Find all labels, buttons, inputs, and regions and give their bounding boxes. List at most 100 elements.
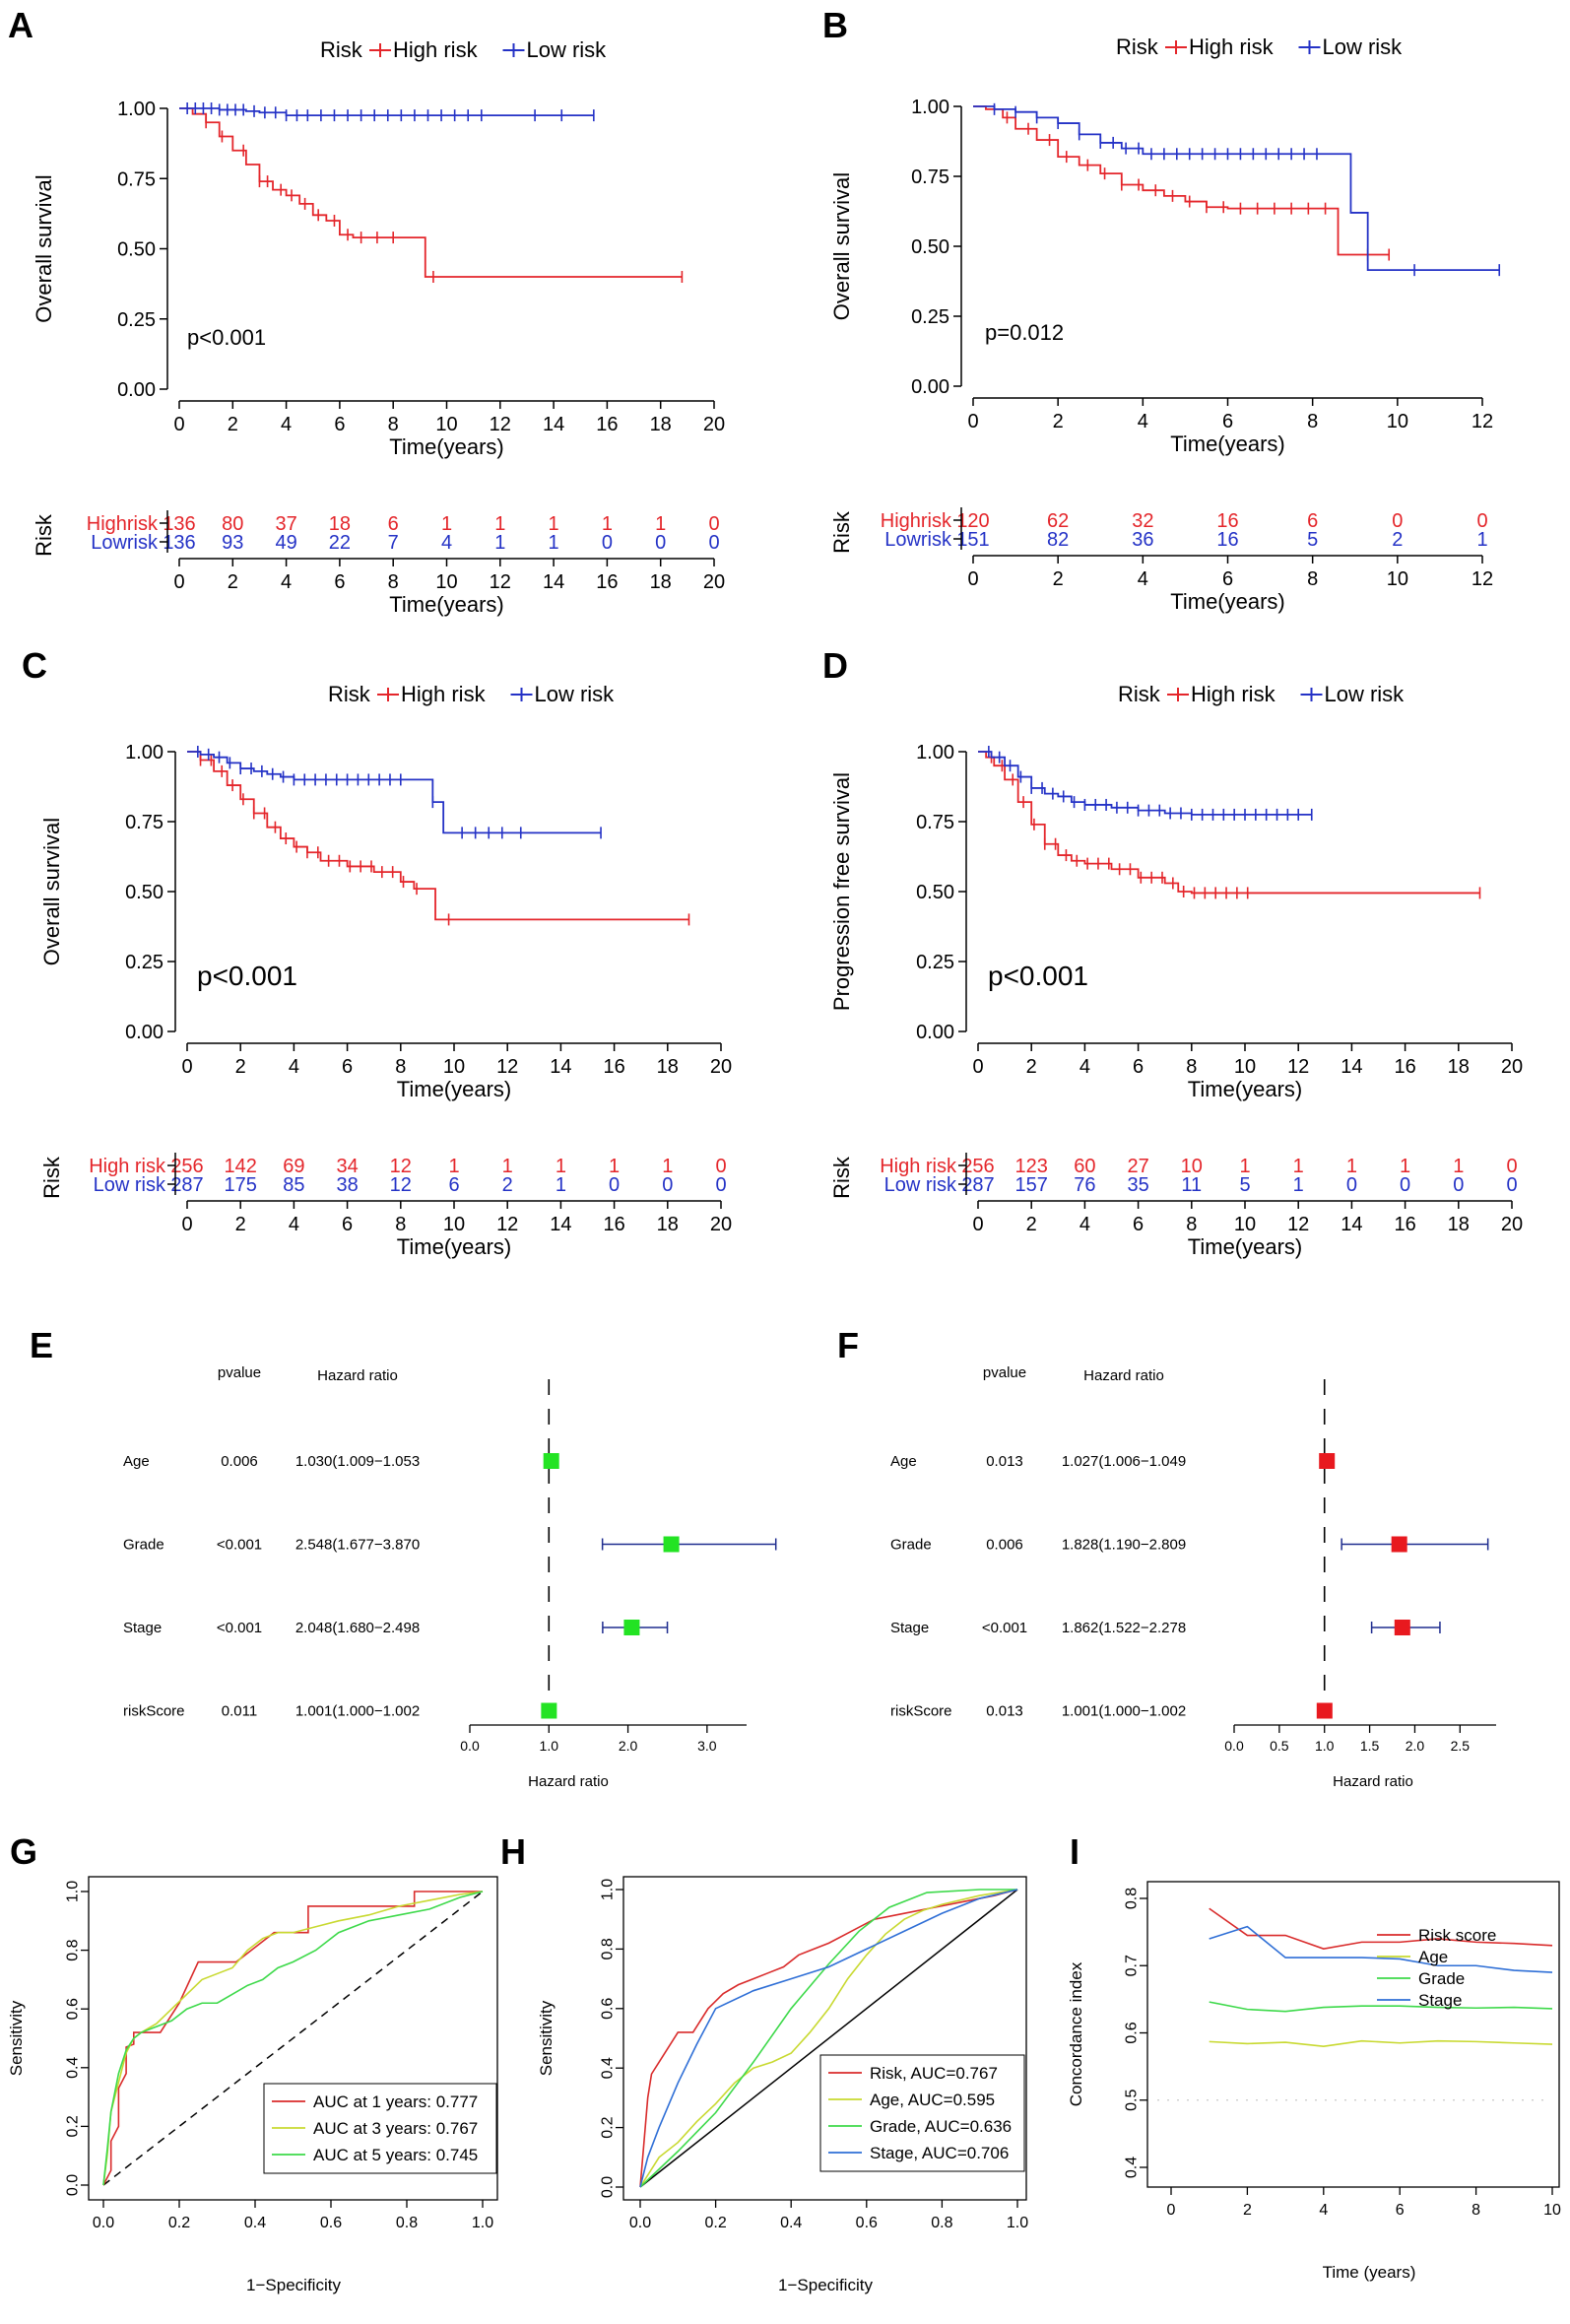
- km-curve-high-risk: [187, 751, 689, 921]
- risk-count: 287: [961, 1174, 994, 1196]
- legend-title: Risk: [1116, 34, 1159, 59]
- risk-count: 0: [1400, 1174, 1410, 1196]
- risk-table-x-tick-label: 10: [443, 1214, 465, 1235]
- risk-table-x-tick-label: 6: [1222, 568, 1233, 590]
- y-tick-label: 0.5: [1124, 2090, 1141, 2111]
- risk-count: 82: [1047, 529, 1069, 551]
- risk-count: 0: [1506, 1174, 1517, 1196]
- risk-count: 5: [1239, 1174, 1250, 1196]
- panel-h: 0.0 0.2 0.4 0.6 0.8 1.0 0.0 0.2 0.4 0.6 0.8 1.0 1−Sp…: [537, 1876, 1028, 2294]
- risk-count: 49: [275, 532, 296, 554]
- risk-count: 136: [163, 513, 195, 535]
- risk-count: 12: [390, 1174, 412, 1196]
- legend-entry: Stage, AUC=0.706: [870, 2144, 1009, 2162]
- p-value-label: p<0.001: [988, 961, 1088, 991]
- y-tick-label: 0.8: [600, 1938, 617, 1959]
- risk-table-x-title: Time(years): [1188, 1234, 1303, 1259]
- risk-count: 0: [655, 532, 666, 554]
- risk-count: 2: [502, 1174, 513, 1196]
- risk-table-title: Risk: [829, 510, 854, 554]
- risk-table-x-tick-label: 4: [1138, 568, 1148, 590]
- panel-letter-e: E: [30, 1325, 53, 1365]
- row-label: Stage: [123, 1620, 162, 1636]
- legend-entry: Low risk: [1323, 34, 1404, 59]
- y-tick-label: 0.50: [916, 882, 954, 903]
- row-hazard-ratio: 2.548(1.677−3.870: [295, 1537, 420, 1554]
- row-label: Grade: [123, 1537, 164, 1554]
- hazard-ratio-marker: [623, 1620, 640, 1635]
- risk-count: 76: [1074, 1174, 1095, 1196]
- y-tick-label: 0.75: [911, 166, 949, 188]
- y-tick-label: 0.50: [911, 236, 949, 258]
- x-axis-title: Hazard ratio: [1333, 1773, 1413, 1790]
- y-tick-label: 0.8: [1124, 1888, 1141, 1909]
- row-hazard-ratio: 1.030(1.009−1.053: [295, 1453, 420, 1470]
- y-tick-label: 0.50: [117, 239, 156, 261]
- row-pvalue: <0.001: [217, 1620, 262, 1636]
- row-hazard-ratio: 1.027(1.006−1.049: [1062, 1453, 1186, 1470]
- x-tick-label: 0.0: [1224, 1738, 1244, 1754]
- risk-count: 1: [556, 1174, 566, 1196]
- risk-count: 0: [715, 1156, 726, 1177]
- risk-table-x-tick-label: 0: [972, 1214, 983, 1235]
- column-header-hazard-ratio: Hazard ratio: [317, 1367, 398, 1384]
- row-label: Stage: [890, 1620, 929, 1636]
- x-axis-title: Time(years): [1188, 1077, 1303, 1101]
- y-tick-label: 0.8: [65, 1939, 82, 1960]
- legend-entry: Risk, AUC=0.767: [870, 2064, 998, 2083]
- x-tick-label: 14: [1341, 1056, 1362, 1078]
- x-tick-label: 20: [703, 414, 725, 435]
- risk-table-x-tick-label: 4: [281, 571, 292, 593]
- series-line-1: [1209, 2039, 1553, 2047]
- series-line-0: [639, 1889, 1018, 2188]
- risk-count: 1: [441, 513, 452, 535]
- risk-table-x-tick-label: 2: [235, 1214, 246, 1235]
- risk-row-label: Low risk: [884, 1174, 957, 1196]
- y-tick-label: 0.75: [117, 168, 156, 190]
- series-line-3: [1209, 1925, 1553, 1973]
- risk-count: 62: [1047, 510, 1069, 532]
- x-tick-label: 16: [596, 414, 618, 435]
- risk-count: 256: [170, 1156, 203, 1177]
- risk-count: 16: [1216, 529, 1238, 551]
- y-axis-title: Sensitivity: [7, 2000, 26, 2076]
- risk-count: 1: [1293, 1174, 1304, 1196]
- panel-letter-f: F: [837, 1325, 859, 1365]
- y-tick-label: 0.2: [65, 2115, 82, 2137]
- panel-letters: A B C D E F G H I: [8, 5, 1079, 1872]
- risk-count: 0: [662, 1174, 673, 1196]
- risk-count: 12: [390, 1156, 412, 1177]
- panel-letter-g: G: [10, 1831, 37, 1872]
- legend-title: Risk: [1118, 682, 1161, 706]
- risk-count: 1: [556, 1156, 566, 1177]
- risk-count: 157: [1015, 1174, 1048, 1196]
- risk-count: 34: [336, 1156, 358, 1177]
- risk-table-x-tick-label: 20: [703, 571, 725, 593]
- risk-table-x-tick-label: 4: [289, 1214, 299, 1235]
- p-value-label: p<0.001: [197, 961, 297, 991]
- x-tick-label: 20: [1501, 1056, 1523, 1078]
- x-tick-label: 0.0: [93, 2215, 114, 2231]
- risk-table-x-tick-label: 18: [657, 1214, 679, 1235]
- risk-table-x-tick-label: 2: [1053, 568, 1064, 590]
- series-line-2: [1209, 2001, 1553, 2013]
- risk-table-x-tick-label: 18: [650, 571, 672, 593]
- x-tick-label: 1.0: [1315, 1738, 1335, 1754]
- risk-table-x-tick-label: 20: [710, 1214, 732, 1235]
- risk-count: 0: [1392, 510, 1403, 532]
- risk-table-x-title: Time(years): [389, 592, 504, 617]
- risk-count: 2: [1392, 529, 1403, 551]
- x-tick-label: 0.0: [460, 1738, 480, 1754]
- x-tick-label: 0.4: [244, 2215, 266, 2231]
- panel-g: 0.0 0.2 0.4 0.6 0.8 1.0 0.0 0.2 0.4 0.6 0.8 1.0 1−Sp…: [7, 1876, 498, 2294]
- legend-entry: Age: [1418, 1948, 1448, 1966]
- y-tick-label: 1.0: [600, 1879, 617, 1900]
- risk-table-x-tick-label: 8: [1186, 1214, 1197, 1235]
- row-hazard-ratio: 1.862(1.522−2.278: [1062, 1620, 1186, 1636]
- x-tick-label: 18: [657, 1056, 679, 1078]
- series-line-1: [639, 1889, 1018, 2188]
- x-tick-label: 6: [342, 1056, 353, 1078]
- risk-count: 0: [602, 532, 613, 554]
- panel-letter-a: A: [8, 5, 33, 45]
- panel-b: 0.000.250.500.751.000 2 4 6 8 10 12Time(years)…: [829, 34, 1501, 614]
